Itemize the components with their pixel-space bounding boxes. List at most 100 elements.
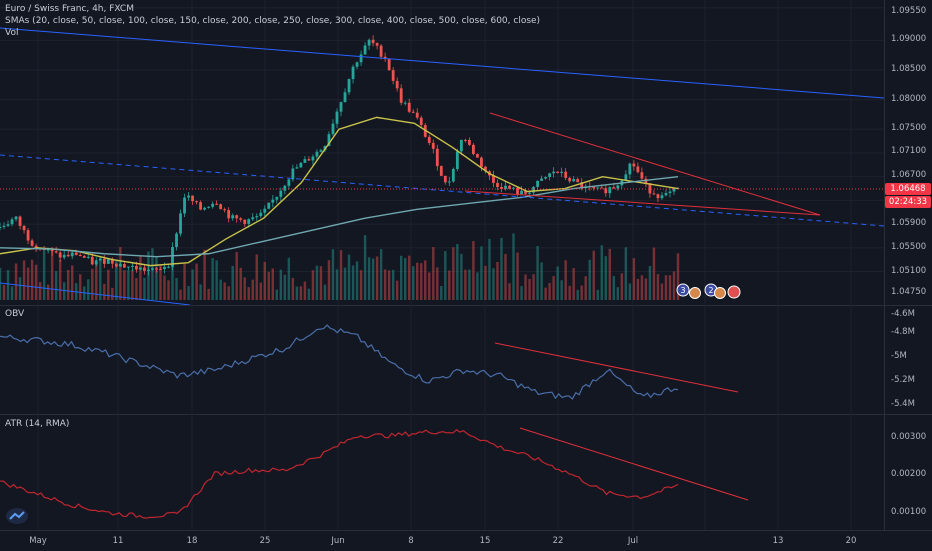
- x-tick: 11: [112, 536, 124, 546]
- candle-body: [195, 201, 198, 203]
- candle-body: [175, 233, 178, 247]
- candle-body: [391, 70, 395, 81]
- candle-body: [243, 219, 247, 224]
- candle-body: [327, 134, 331, 147]
- candle-body: [459, 139, 463, 152]
- volume-legend[interactable]: Vol: [5, 28, 19, 38]
- candle-body: [54, 251, 58, 253]
- candle-body: [259, 212, 263, 217]
- volume-bar: [496, 262, 499, 300]
- event-badge: [727, 285, 741, 299]
- candle-body: [227, 210, 231, 219]
- volume-bar: [636, 278, 640, 300]
- volume-bar: [416, 262, 419, 300]
- candle-body: [30, 240, 34, 246]
- candle-body: [98, 258, 102, 261]
- candle-body: [628, 163, 632, 175]
- candle-body: [299, 162, 303, 168]
- candle-body: [135, 265, 138, 270]
- time-axis[interactable]: May 11 18 25 Jun 8 15 22 Jul 13 20: [0, 530, 932, 551]
- volume-bar: [383, 269, 387, 300]
- volume-bar: [532, 274, 535, 300]
- candle-body: [467, 139, 471, 145]
- y-tick: 1.06700: [891, 170, 927, 180]
- trendline-blue-lower: [0, 282, 191, 305]
- candle-body: [267, 202, 271, 209]
- volume-bar: [155, 256, 158, 300]
- candle-body: [528, 192, 531, 194]
- volume-bar: [464, 269, 467, 300]
- candle-body: [500, 187, 503, 189]
- volume-bar: [0, 267, 2, 300]
- volume-bar: [460, 253, 463, 300]
- volume-bar: [87, 279, 90, 300]
- y-tick: 1.05500: [891, 242, 927, 252]
- candle-body: [351, 66, 355, 80]
- volume-bar: [295, 286, 299, 300]
- candle-body: [219, 204, 223, 210]
- sma-legend[interactable]: SMAs (20, close, 50, close, 100, close, …: [5, 16, 541, 26]
- volume-bar: [524, 274, 527, 300]
- candle-body: [34, 245, 38, 249]
- candle-body: [287, 179, 291, 186]
- candle-body: [399, 88, 403, 103]
- last-price-badge: 1.06468: [885, 183, 931, 195]
- candle-body: [375, 43, 379, 46]
- candle-body: [512, 187, 515, 189]
- pane-divider[interactable]: [0, 414, 932, 415]
- volume-bar: [211, 258, 214, 300]
- candle-body: [576, 178, 580, 183]
- candle-body: [624, 174, 628, 181]
- candle-body: [387, 59, 391, 71]
- price-axis[interactable]: 1.09550 1.09000 1.08500 1.08000 1.07500 …: [884, 0, 932, 530]
- candle-body: [110, 258, 114, 264]
- tradingview-logo-icon[interactable]: [6, 508, 28, 524]
- candle-body: [339, 102, 343, 112]
- atr-chart[interactable]: [0, 414, 884, 530]
- volume-bar: [672, 271, 676, 300]
- y-tick: 1.07500: [891, 123, 927, 133]
- obv-chart[interactable]: [0, 305, 884, 414]
- obv-legend[interactable]: OBV: [5, 309, 25, 319]
- candle-body: [90, 256, 94, 265]
- trendline-red-lower: [464, 190, 821, 216]
- volume-bar: [331, 249, 335, 300]
- symbol-title[interactable]: Euro / Swiss Franc, 4h, FXCM: [5, 4, 134, 14]
- volume-bar: [428, 272, 431, 300]
- volume-bar: [395, 280, 399, 300]
- candle-body: [151, 268, 154, 270]
- volume-bar: [91, 268, 94, 300]
- candle-body: [211, 203, 215, 207]
- volume-bar: [492, 268, 495, 300]
- volume-bar: [660, 283, 664, 300]
- y-tick: 1.09000: [891, 34, 927, 44]
- atr-legend[interactable]: ATR (14, RMA): [5, 419, 70, 429]
- candle-body: [283, 185, 287, 191]
- volume-bar: [247, 287, 250, 300]
- pane-divider[interactable]: [0, 305, 932, 306]
- volume-bar: [231, 265, 234, 300]
- x-tick: May: [29, 536, 47, 546]
- volume-bar: [339, 250, 343, 300]
- volume-bar: [572, 268, 575, 300]
- volume-bar: [412, 266, 415, 300]
- obv-pane[interactable]: OBV: [0, 305, 884, 414]
- atr-pane[interactable]: ATR (14, RMA): [0, 414, 884, 530]
- candle-body: [612, 187, 616, 189]
- volume-bar: [14, 263, 18, 300]
- candle-body: [114, 263, 118, 267]
- candle-body: [383, 56, 387, 60]
- candle-body: [431, 142, 435, 149]
- volume-bar: [335, 269, 339, 300]
- candle-body: [155, 268, 158, 270]
- trendline-blue-dashed: [0, 154, 884, 227]
- volume-bar: [303, 281, 307, 300]
- candle-body: [379, 45, 383, 57]
- candle-body: [255, 216, 259, 218]
- candle-body: [355, 62, 359, 67]
- volume-bar: [171, 259, 174, 300]
- sma-teal-line: [0, 175, 679, 258]
- volume-bar: [552, 276, 555, 300]
